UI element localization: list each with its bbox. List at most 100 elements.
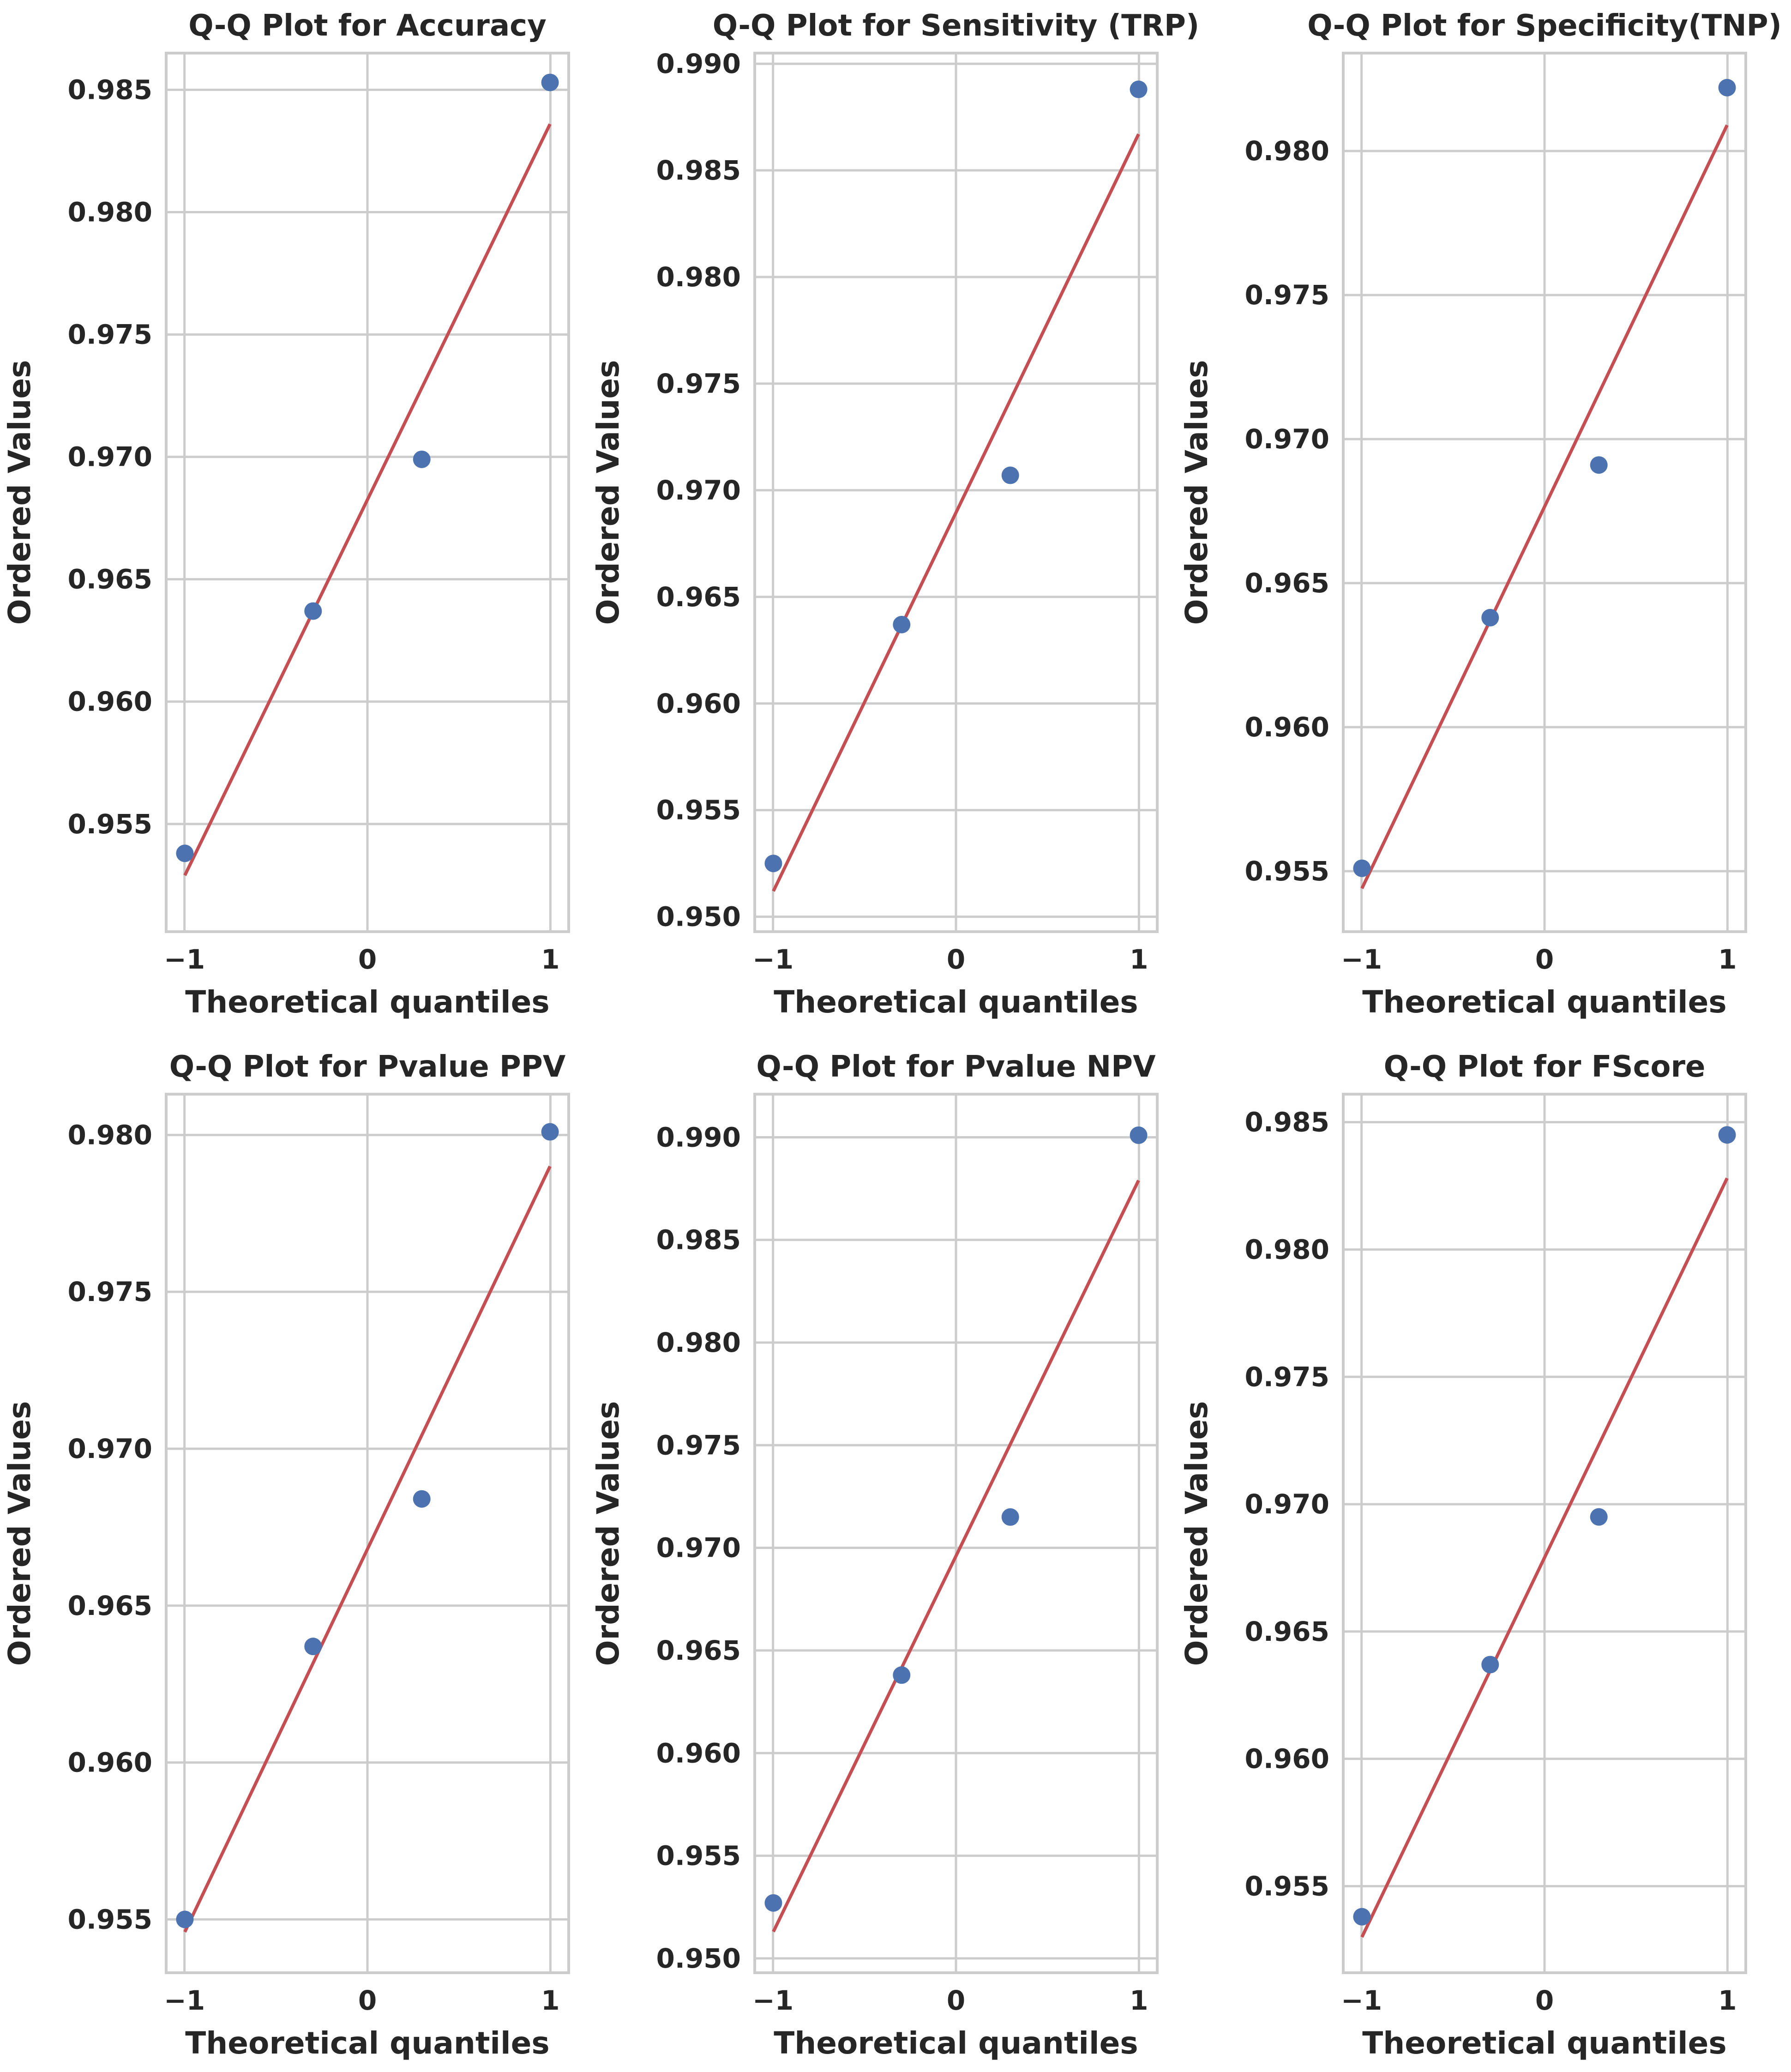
- x-tick-label: −1: [164, 944, 205, 975]
- qq-panel-5: 0.950 0.955 0.960 0.965 0.970 0.975 0.980 0.985…: [590, 1050, 1159, 2061]
- y-tick-label: 0.985: [1245, 1107, 1329, 1138]
- data-point: [1001, 1508, 1019, 1526]
- y-tick-label: 0.970: [1245, 1488, 1329, 1520]
- y-tick-label: 0.980: [1245, 1234, 1329, 1265]
- y-tick-label: 0.965: [1245, 1616, 1329, 1647]
- data-point: [413, 1490, 431, 1508]
- y-axis-label: Ordered Values: [2, 1401, 37, 1666]
- y-axis-label: Ordered Values: [2, 360, 37, 625]
- y-axis-label: Ordered Values: [590, 1401, 626, 1666]
- qq-panel-3: 0.955 0.960 0.965 0.970 0.975 0.980 −1 0 1 Q-Q Pl…: [1179, 9, 1782, 1020]
- y-tick-label: 0.960: [656, 1737, 741, 1769]
- x-tick-label: 1: [541, 1985, 559, 2016]
- y-tick-label: 0.960: [1245, 711, 1329, 743]
- y-tick-label: 0.975: [656, 1429, 741, 1461]
- reference-line: [1360, 124, 1729, 889]
- plot-frame: [1342, 52, 1747, 933]
- reference-line: [1360, 1177, 1729, 1938]
- y-tick-label: 0.980: [656, 261, 741, 293]
- y-tick-label: 0.985: [656, 155, 741, 186]
- x-tick-label: 1: [541, 944, 559, 975]
- reference-line: [772, 133, 1140, 892]
- data-point: [413, 450, 431, 468]
- y-tick-label: 0.965: [1245, 567, 1329, 599]
- data-point: [764, 1894, 782, 1912]
- data-point: [1718, 78, 1736, 96]
- panel-title: Q-Q Plot for FScore: [1384, 1050, 1706, 1084]
- y-tick-label: 0.985: [68, 74, 152, 106]
- x-tick-label: 1: [1130, 1985, 1148, 2016]
- y-tick-label: 0.970: [68, 441, 152, 473]
- data-point: [1590, 1508, 1608, 1526]
- data-point: [176, 1910, 194, 1928]
- panel-title: Q-Q Plot for Accuracy: [188, 9, 547, 43]
- panel-title: Q-Q Plot for Sensitivity (TRP): [713, 9, 1199, 43]
- y-tick-label: 0.975: [68, 319, 152, 350]
- y-axis-label: Ordered Values: [590, 360, 626, 625]
- y-tick-label: 0.965: [68, 1590, 152, 1621]
- y-tick-label: 0.980: [68, 1119, 152, 1150]
- data-point: [304, 1638, 322, 1656]
- y-tick-label: 0.960: [68, 686, 152, 717]
- y-tick-label: 0.955: [656, 1840, 741, 1872]
- y-tick-label: 0.975: [1245, 1361, 1329, 1392]
- panel-title: Q-Q Plot for Pvalue PPV: [169, 1050, 566, 1084]
- data-point: [1718, 1126, 1736, 1144]
- x-tick-label: 1: [1130, 944, 1148, 975]
- data-point: [1481, 608, 1499, 626]
- y-tick-label: 0.980: [1245, 135, 1329, 167]
- plot-frame: [753, 52, 1159, 933]
- y-tick-label: 0.955: [656, 795, 741, 826]
- y-tick-label: 0.960: [68, 1747, 152, 1778]
- data-point: [893, 1666, 911, 1684]
- y-tick-label: 0.960: [1245, 1743, 1329, 1775]
- x-axis-label: Theoretical quantiles: [774, 2025, 1138, 2061]
- data-point: [893, 615, 911, 633]
- y-tick-label: 0.980: [656, 1327, 741, 1358]
- y-tick-label: 0.970: [68, 1433, 152, 1464]
- qq-panel-2: 0.950 0.955 0.960 0.965 0.970 0.975 0.980 0.985…: [590, 9, 1199, 1020]
- y-tick-label: 0.970: [656, 475, 741, 506]
- y-tick-label: 0.965: [656, 581, 741, 613]
- y-tick-label: 0.970: [656, 1532, 741, 1564]
- reference-line: [183, 1165, 552, 1933]
- y-tick-label: 0.955: [1245, 855, 1329, 887]
- y-tick-label: 0.960: [656, 688, 741, 719]
- data-point: [1130, 1126, 1148, 1144]
- qq-panel-1: 0.955 0.960 0.965 0.970 0.975 0.980 0.985 −1 0 1 Q…: [2, 9, 570, 1020]
- x-tick-label: 0: [358, 944, 377, 975]
- y-axis-label: Ordered Values: [1179, 1401, 1214, 1666]
- y-tick-label: 0.955: [68, 808, 152, 840]
- data-point: [541, 73, 559, 91]
- data-point: [176, 844, 194, 862]
- x-tick-label: 0: [947, 1985, 965, 2016]
- panel-title: Q-Q Plot for Pvalue NPV: [756, 1050, 1156, 1084]
- x-axis-label: Theoretical quantiles: [774, 984, 1138, 1020]
- y-tick-label: 0.975: [656, 368, 741, 399]
- data-point: [1353, 859, 1371, 877]
- qq-panel-4: 0.955 0.960 0.965 0.970 0.975 0.980 −1 0 1 Q-Q Pl…: [2, 1050, 570, 2061]
- reference-line: [183, 123, 552, 876]
- y-tick-label: 0.955: [1245, 1870, 1329, 1902]
- y-tick-label: 0.965: [68, 564, 152, 595]
- x-tick-label: 0: [358, 1985, 377, 2016]
- y-tick-label: 0.975: [68, 1276, 152, 1307]
- x-tick-label: −1: [164, 1985, 205, 2016]
- y-tick-label: 0.990: [656, 1121, 741, 1153]
- x-tick-label: 0: [947, 944, 965, 975]
- y-axis-label: Ordered Values: [1179, 360, 1214, 625]
- plot-frame: [165, 52, 570, 933]
- data-point: [304, 602, 322, 620]
- y-tick-label: 0.970: [1245, 423, 1329, 455]
- y-tick-label: 0.990: [656, 48, 741, 79]
- data-point: [1130, 80, 1148, 98]
- data-point: [1481, 1656, 1499, 1674]
- data-point: [1590, 456, 1608, 474]
- y-tick-label: 0.955: [68, 1903, 152, 1935]
- y-tick-label: 0.975: [1245, 279, 1329, 311]
- plot-frame: [165, 1093, 570, 1974]
- panel-title: Q-Q Plot for Specificity(TNP): [1307, 9, 1782, 43]
- x-tick-label: 0: [1535, 944, 1554, 975]
- reference-line: [772, 1180, 1140, 1933]
- x-tick-label: −1: [1341, 1985, 1382, 2016]
